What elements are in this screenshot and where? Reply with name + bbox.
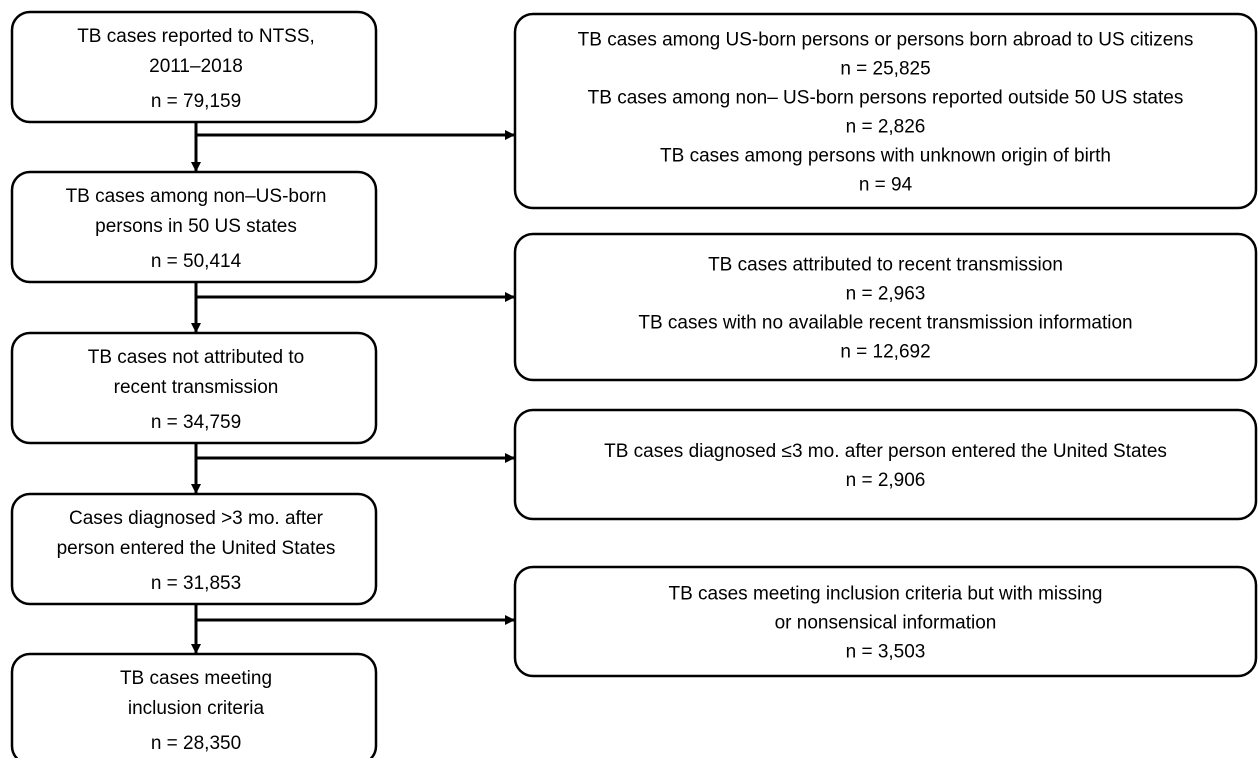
exclusion-label: n = 25,825 — [840, 59, 930, 80]
stage-box — [10, 492, 378, 606]
stage-count: n = 28,350 — [151, 733, 241, 754]
exclusion-label: n = 2,826 — [846, 117, 926, 138]
exclusion-box — [513, 565, 1258, 678]
exclusion-label: or nonsensical information — [775, 613, 997, 634]
exclusion-label: TB cases meeting inclusion criteria but … — [668, 584, 1102, 605]
stage-count: n = 31,853 — [151, 573, 241, 594]
stage-box — [10, 10, 378, 124]
stage-label: persons in 50 US states — [95, 216, 297, 237]
exclusion-label: TB cases among persons with unknown orig… — [660, 146, 1111, 167]
stage-label: TB cases meeting — [120, 668, 272, 689]
exclusion-label: n = 2,963 — [846, 284, 926, 305]
stage-label: TB cases not attributed to — [88, 347, 305, 368]
exclusion-label: TB cases attributed to recent transmissi… — [708, 255, 1063, 276]
exclusion-label: TB cases among non– US-born persons repo… — [588, 88, 1184, 109]
stage-box — [10, 170, 378, 284]
stage-label: TB cases reported to NTSS, — [77, 26, 315, 47]
stage-count: n = 34,759 — [151, 412, 241, 433]
exclusion-label: n = 12,692 — [840, 342, 930, 363]
exclusion-box — [513, 408, 1258, 521]
stage-box — [10, 652, 378, 763]
stage-label: TB cases among non–US-born — [66, 186, 327, 207]
exclusion-label: TB cases diagnosed ≤3 mo. after person e… — [604, 441, 1167, 462]
stage-label: Cases diagnosed >3 mo. after — [69, 508, 324, 529]
exclusion-box — [513, 12, 1258, 210]
stage-label: inclusion criteria — [128, 698, 265, 719]
exclusion-label: TB cases among US-born persons or person… — [578, 30, 1194, 51]
exclusion-label: TB cases with no available recent transm… — [638, 313, 1132, 334]
exclusion-box — [513, 232, 1258, 382]
exclusion-label: n = 2,906 — [846, 470, 926, 491]
stage-count: n = 79,159 — [151, 91, 241, 112]
stage-label: 2011–2018 — [149, 56, 243, 77]
exclusion-label: n = 94 — [859, 175, 913, 196]
exclusion-label: n = 3,503 — [846, 642, 926, 663]
stage-label: recent transmission — [114, 377, 279, 398]
stage-count: n = 50,414 — [151, 251, 242, 272]
stage-box — [10, 331, 378, 445]
stage-label: person entered the United States — [57, 538, 336, 559]
